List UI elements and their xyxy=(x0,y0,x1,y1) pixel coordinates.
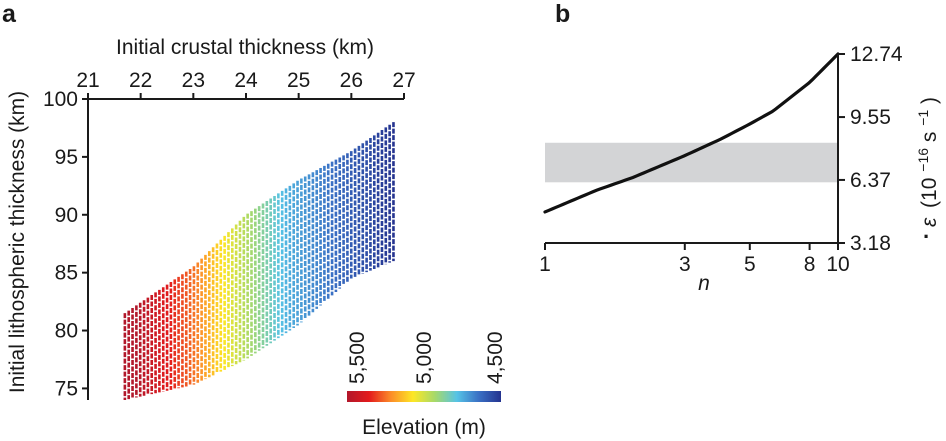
panel-b-x-tick-label: 8 xyxy=(804,253,816,276)
panel-b-y-axis-title: ε (10 −16 s −1 ) xyxy=(910,97,941,227)
panel-b-y-tick-label: 12.74 xyxy=(850,43,903,66)
panel-b-y-ticks: 3.18 6.37 9.55 12.74 xyxy=(838,43,903,255)
panel-a-x-ticks: 21 22 23 24 25 26 27 xyxy=(76,69,416,99)
panel-b-x-tick-label: 1 xyxy=(539,253,551,276)
panel-b-x-tick-label: 3 xyxy=(679,253,691,276)
panel-a-x-tick-label: 27 xyxy=(392,69,415,92)
y-title-open: (10 xyxy=(918,178,941,208)
panel-a-x-axis-title: Initial crustal thickness (km) xyxy=(116,36,374,59)
panel-b-shaded-band xyxy=(545,142,838,183)
panel-b-y-tick-label: 3.18 xyxy=(850,232,891,255)
colorbar-tick-label: 5,500 xyxy=(346,331,369,384)
panel-a-y-tick-label: 95 xyxy=(55,146,78,169)
y-title-dot: · xyxy=(923,224,930,249)
panel-b-letter: b xyxy=(555,0,570,28)
panel-b-x-tick-label: 5 xyxy=(744,253,756,276)
colorbar-gradient xyxy=(347,391,501,402)
panel-a-x-tick-label: 23 xyxy=(182,69,205,92)
panel-b-y-tick-label: 6.37 xyxy=(850,169,891,192)
panel-a-y-tick-label: 90 xyxy=(55,204,78,227)
panel-b-y-tick-label: 9.55 xyxy=(850,106,891,129)
panel-b-x-ticks: 1 3 5 8 10 xyxy=(539,243,850,276)
panel-a-y-tick-label: 85 xyxy=(55,262,78,285)
panel-a-x-tick-label: 24 xyxy=(234,69,258,92)
panel-a-y-tick-label: 80 xyxy=(55,320,78,343)
panel-b-series-line xyxy=(543,52,840,214)
panel-b: b 1 3 5 8 10 3.18 6.37 9.55 12.74 n ε (10 −16 s… xyxy=(539,0,941,295)
colorbar-tick-label: 4,500 xyxy=(484,331,507,384)
panel-a-y-ticks: 75 80 85 90 95 100 xyxy=(43,88,88,400)
panel-b-x-tick-label: 10 xyxy=(826,253,849,276)
y-title-exp2: −1 xyxy=(915,110,931,126)
panel-a: a Initial crustal thickness (km) 21 22 23 2… xyxy=(2,0,507,439)
panel-a-x-tick-label: 26 xyxy=(340,69,363,92)
colorbar-tick-label: 5,000 xyxy=(413,331,436,384)
y-title-symbol: ε xyxy=(918,217,941,227)
panel-a-y-axis-title: Initial lithospheric thickness (km) xyxy=(6,91,29,393)
panel-b-x-axis-title: n xyxy=(698,272,710,295)
panel-a-letter: a xyxy=(2,0,17,28)
y-title-exp1: −16 xyxy=(915,148,931,172)
colorbar-tick-labels: 5,500 5,000 4,500 xyxy=(346,331,507,384)
y-title-close: ) xyxy=(918,97,941,104)
panel-a-y-tick-label: 75 xyxy=(55,377,78,400)
panel-a-colorbar: 5,500 5,000 4,500 Elevation (m) xyxy=(346,331,507,439)
panel-a-x-tick-label: 21 xyxy=(76,69,99,92)
panel-a-heatmap-region xyxy=(123,122,395,400)
panel-a-x-tick-label: 25 xyxy=(287,69,310,92)
panel-a-y-tick-label: 100 xyxy=(43,88,78,111)
y-title-mid: s xyxy=(918,132,941,143)
panel-a-x-tick-label: 22 xyxy=(129,69,152,92)
colorbar-label: Elevation (m) xyxy=(362,416,486,439)
